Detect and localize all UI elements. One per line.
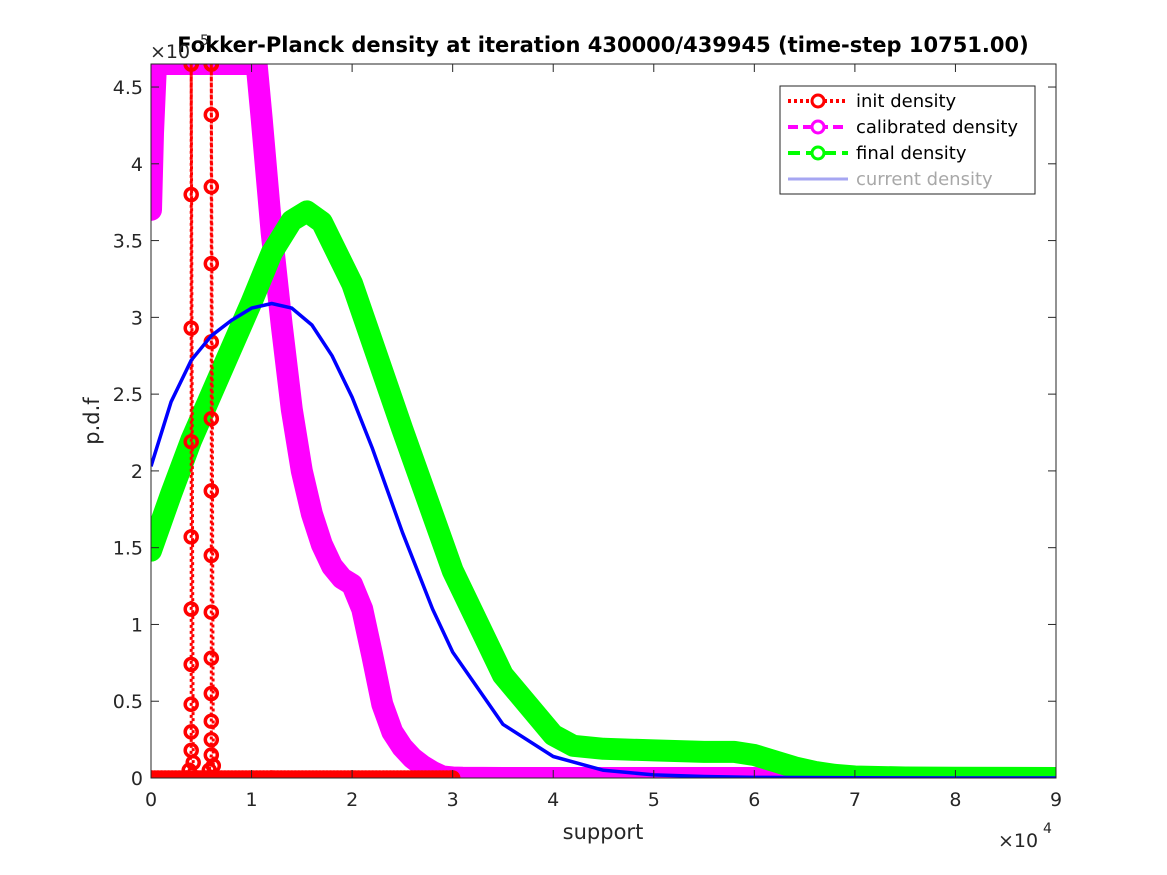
legend-entry-init-density: init density bbox=[788, 91, 957, 112]
y-tick-label: 4 bbox=[131, 154, 143, 176]
init-density-point bbox=[183, 601, 199, 617]
legend-label: final density bbox=[856, 143, 967, 164]
y-tick-label: 4.5 bbox=[113, 77, 143, 99]
chart-title: Fokker-Planck density at iteration 43000… bbox=[177, 33, 1028, 57]
x-tick-label: 6 bbox=[748, 789, 760, 811]
x-exponent-power: 4 bbox=[1043, 821, 1052, 837]
axes-box bbox=[150, 63, 1057, 779]
x-tick-label: 4 bbox=[547, 789, 559, 811]
x-exponent-base: ×10 bbox=[998, 830, 1038, 852]
init-density-point bbox=[203, 604, 220, 620]
init-density-point bbox=[203, 713, 220, 729]
init-density-point bbox=[203, 410, 220, 427]
init-density-point bbox=[183, 696, 199, 713]
init-density-point bbox=[183, 64, 199, 72]
y-axis-label: p.d.f bbox=[80, 397, 104, 445]
y-axis: 0 0.5 1 1.5 2 2.5 3 3.5 4 4.5 bbox=[113, 77, 1056, 790]
init-density-point bbox=[183, 656, 199, 673]
x-tick-label: 3 bbox=[447, 789, 459, 811]
init-density-point bbox=[203, 547, 220, 564]
legend-entry-calibrated-density: calibrated density bbox=[788, 117, 1018, 138]
y-exponent-label: ×10 -5 bbox=[150, 33, 209, 63]
y-tick-label: 0 bbox=[131, 768, 143, 790]
y-tick-label: 3.5 bbox=[113, 231, 143, 253]
x-tick-label: 5 bbox=[648, 789, 660, 811]
x-tick-label: 2 bbox=[346, 789, 358, 811]
legend-label: init density bbox=[856, 91, 957, 112]
final-density-line bbox=[151, 200, 1056, 778]
init-density-point bbox=[203, 179, 220, 195]
init-density-point bbox=[203, 483, 220, 499]
init-density-point bbox=[183, 433, 199, 450]
init-density-point bbox=[185, 754, 201, 771]
init-density-point bbox=[203, 650, 220, 666]
x-axis: 0 1 2 3 4 5 6 7 8 9 bbox=[145, 64, 1062, 811]
x-tick-label: 9 bbox=[1050, 789, 1062, 811]
init-density-point bbox=[203, 255, 220, 272]
y-tick-label: 2.5 bbox=[113, 384, 143, 406]
calibrated-density-line bbox=[151, 64, 1056, 778]
init-density-point bbox=[183, 186, 199, 203]
y-tick-label: 3 bbox=[131, 307, 143, 329]
init-density-point bbox=[442, 770, 458, 778]
y-tick-label: 0.5 bbox=[113, 691, 143, 713]
series-layer bbox=[151, 64, 1056, 778]
legend: init density calibrated density final dens… bbox=[779, 85, 1036, 195]
y-tick-label: 1 bbox=[131, 614, 143, 636]
x-exponent-label: ×10 4 bbox=[998, 821, 1052, 852]
y-tick-label: 1.5 bbox=[113, 538, 143, 560]
init-density-point bbox=[183, 724, 199, 740]
y-tick-label: 2 bbox=[131, 461, 143, 483]
legend-entry-current-density: current density bbox=[788, 169, 993, 190]
legend-swatch-marker bbox=[810, 119, 826, 135]
legend-entries: init density calibrated density final dens… bbox=[788, 91, 1018, 190]
legend-label: current density bbox=[856, 169, 993, 190]
y-exponent-power: -5 bbox=[195, 33, 209, 49]
legend-swatch-marker bbox=[810, 145, 826, 161]
legend-swatch-marker bbox=[810, 93, 826, 109]
x-axis-label: support bbox=[563, 820, 644, 844]
current-density-line bbox=[151, 301, 1056, 778]
legend-entry-final-density: final density bbox=[788, 143, 967, 164]
init-density-point bbox=[203, 64, 220, 72]
init-density-point bbox=[183, 320, 199, 336]
init-density-point bbox=[203, 685, 220, 702]
init-density-point bbox=[203, 731, 220, 748]
x-tick-label: 8 bbox=[949, 789, 961, 811]
y-exponent-base: ×10 bbox=[150, 41, 190, 63]
x-tick-label: 0 bbox=[145, 789, 157, 811]
init-density-point bbox=[183, 529, 199, 545]
x-tick-label: 7 bbox=[849, 789, 861, 811]
init-density-point bbox=[203, 106, 220, 123]
x-tick-label: 1 bbox=[246, 789, 258, 811]
legend-label: calibrated density bbox=[856, 117, 1018, 138]
